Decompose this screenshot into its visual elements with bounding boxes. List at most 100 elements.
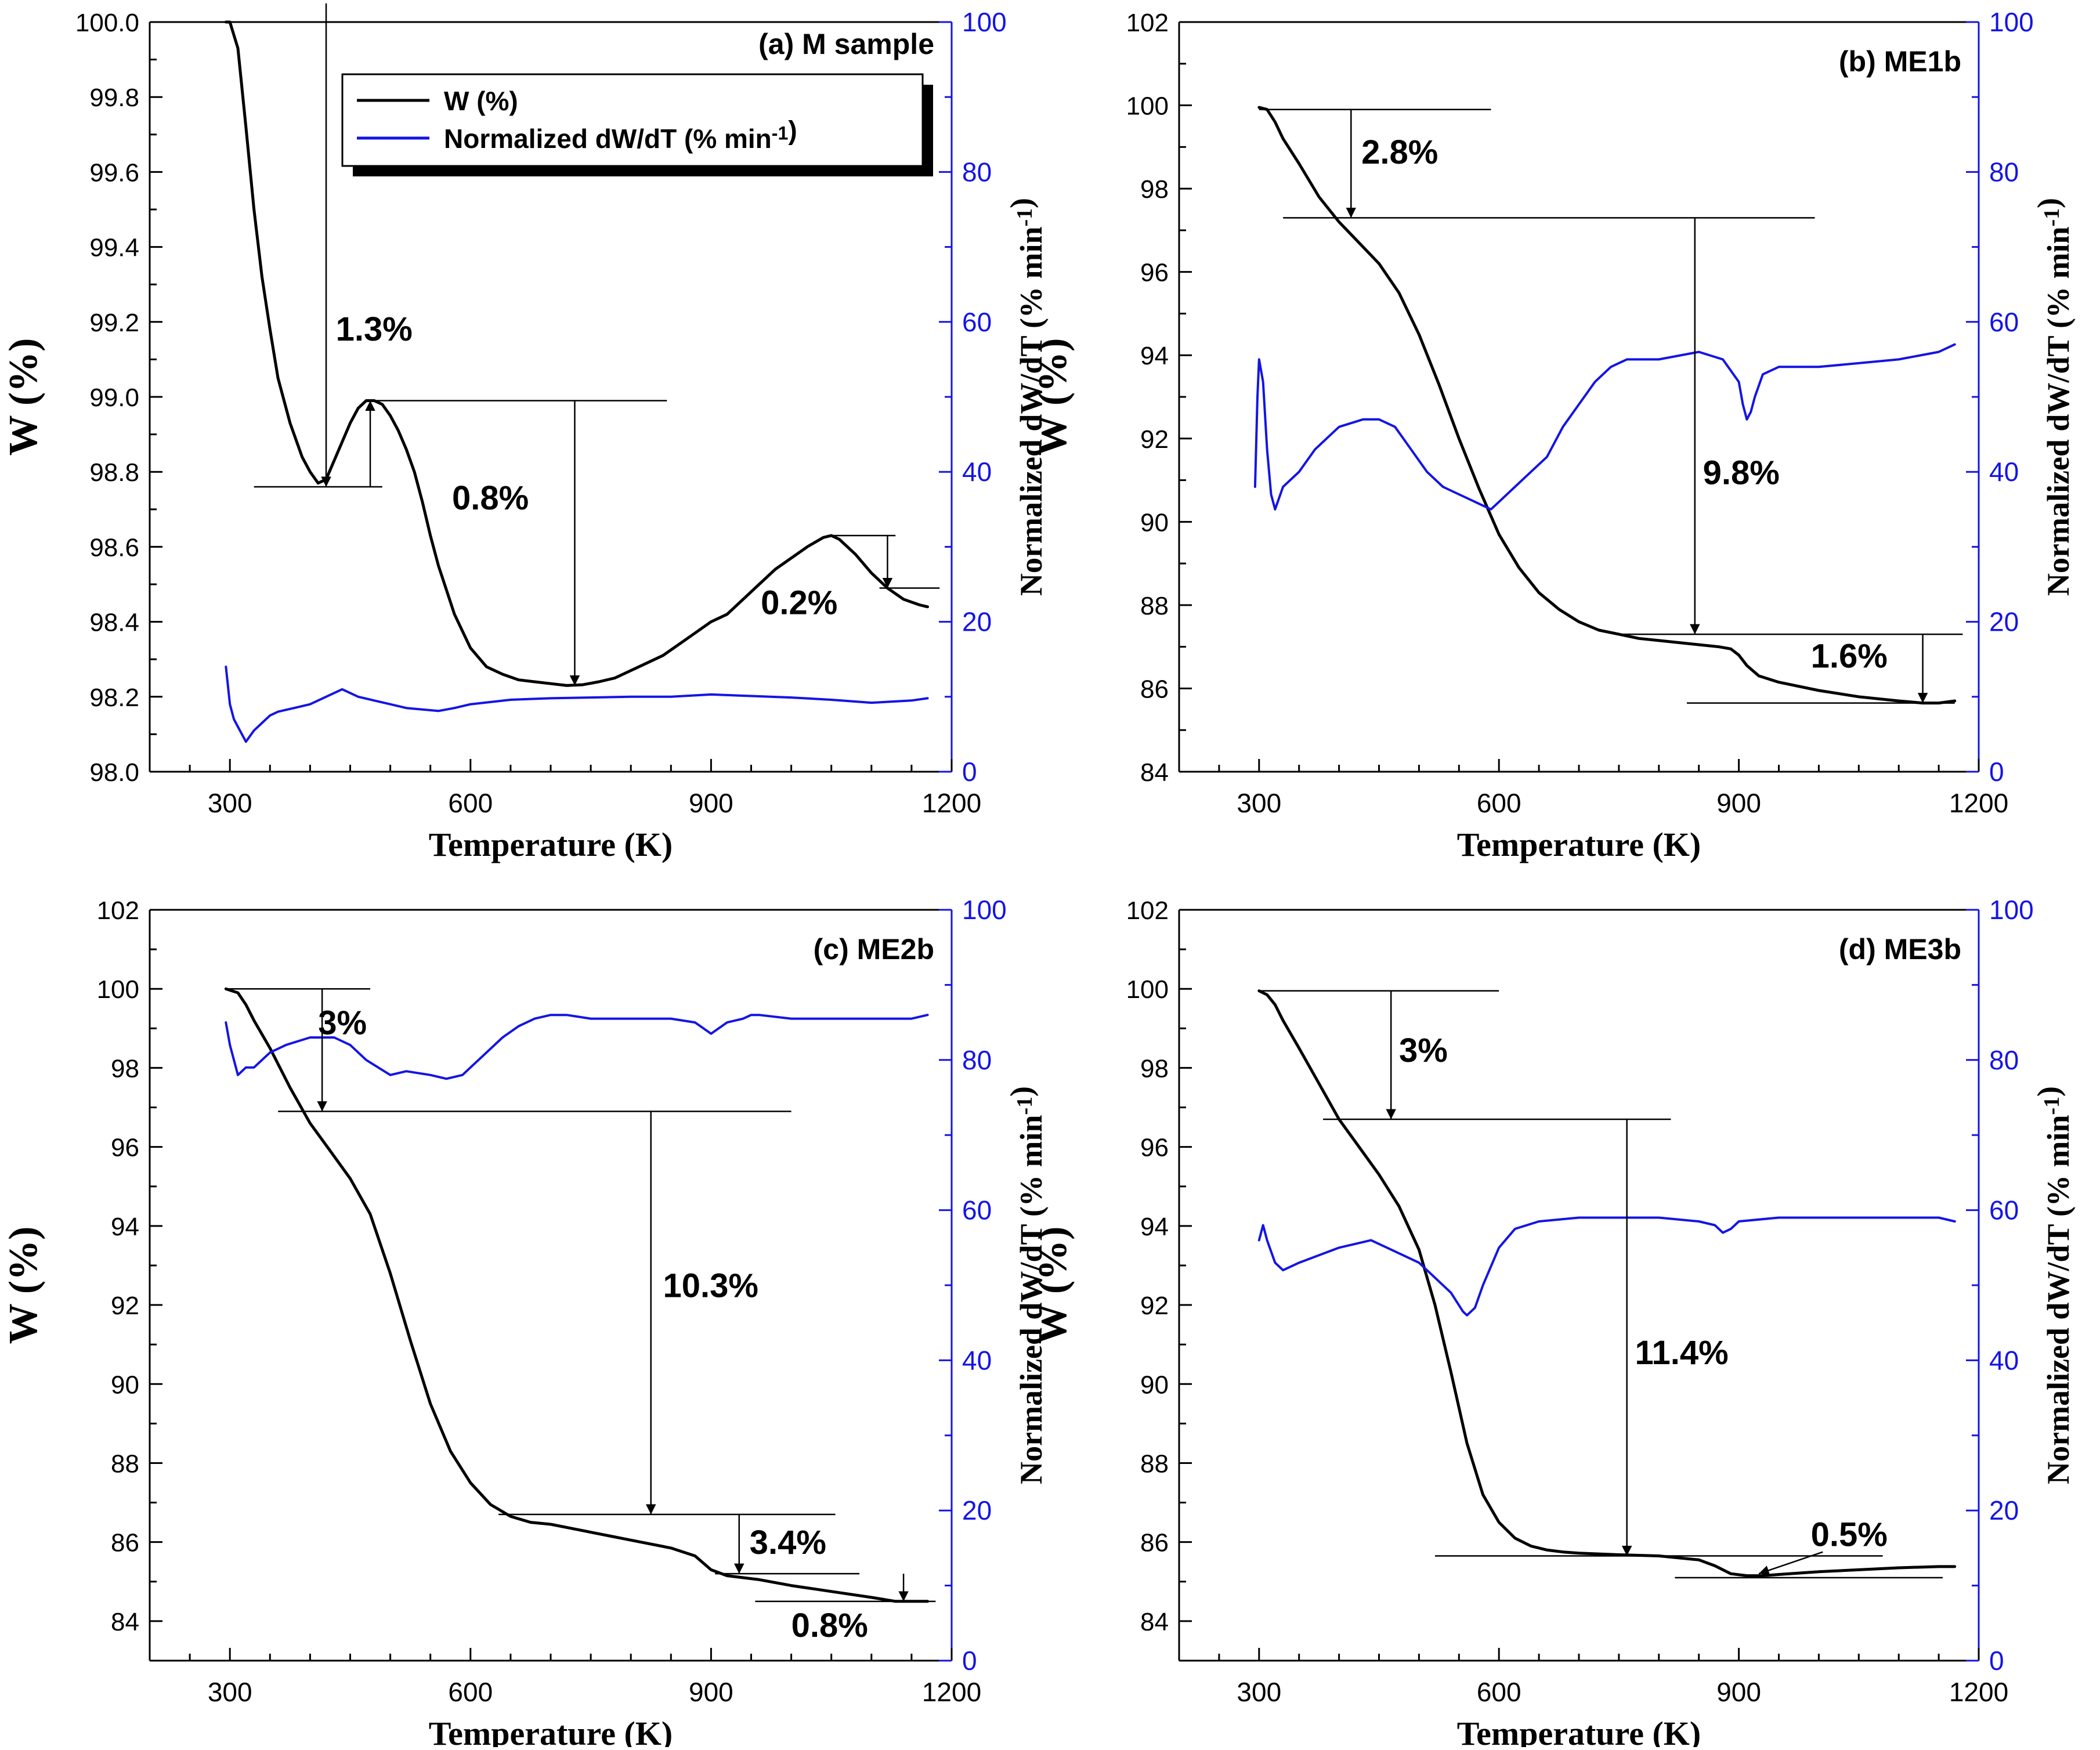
y2-tick-label: 40	[1989, 457, 2019, 487]
y2-axis-title: Normalized dW/dT (% min-1)	[1004, 1086, 1049, 1484]
panel-title: (a) M sample	[758, 28, 934, 60]
y-tick-label: 94	[111, 1213, 139, 1241]
mass-loss-label: 2.8%	[1361, 133, 1438, 171]
y-axis-title: W (%)	[1031, 1227, 1075, 1344]
mass-loss-label: 3%	[318, 1004, 367, 1042]
y-tick-label: 98	[1140, 175, 1169, 204]
x-tick-label: 600	[1477, 1677, 1521, 1707]
y2-axis-title: Normalized dW/dT (% min-1)	[1004, 198, 1049, 596]
weight-series-line	[1257, 989, 1957, 1578]
x-tick-label: 900	[1716, 788, 1761, 818]
y-tick-label: 88	[111, 1449, 139, 1478]
y-tick-label: 100	[1126, 92, 1169, 121]
y-axis-title: W (%)	[1031, 338, 1075, 456]
y2-tick-label: 100	[1989, 7, 2034, 37]
mass-loss-label: 9.8%	[1703, 454, 1780, 492]
y2-axis-title: Normalized dW/dT (% min-1)	[2031, 1086, 2076, 1484]
derivative-series-line	[225, 666, 929, 743]
y-tick-label: 86	[1140, 1529, 1169, 1557]
mass-loss-label: 0.8%	[452, 479, 529, 517]
mass-loss-label: 0.2%	[761, 584, 837, 622]
x-tick-label: 600	[448, 788, 493, 818]
x-tick-label: 900	[1716, 1677, 1761, 1707]
x-tick-label: 1200	[1949, 1677, 2008, 1707]
y-tick-label: 99.6	[89, 158, 139, 187]
weight-series-line	[1257, 106, 1957, 705]
x-axis-title: Temperature (K)	[1457, 826, 1701, 863]
legend-label-deriv: Normalized dW/dT (% min-1)	[444, 115, 797, 154]
y-tick-label: 98.6	[89, 533, 139, 562]
x-tick-label: 900	[689, 788, 733, 818]
y-tick-label: 90	[1140, 1371, 1169, 1399]
y-tick-label: 92	[1140, 1292, 1169, 1320]
y-tick-label: 99.2	[89, 309, 139, 337]
y-tick-label: 102	[97, 896, 139, 925]
y2-tick-label: 60	[1989, 1195, 2019, 1225]
y-tick-label: 98	[1140, 1054, 1169, 1083]
y2-tick-label: 80	[1989, 1045, 2019, 1075]
y2-tick-label: 80	[1989, 157, 2019, 187]
legend-box	[341, 73, 924, 167]
y2-tick-label: 20	[1989, 607, 2019, 637]
y2-axis-title: Normalized dW/dT (% min-1)	[2031, 198, 2076, 596]
y-tick-label: 99.4	[89, 234, 139, 262]
y-tick-label: 100	[97, 975, 139, 1004]
derivative-series-line	[1257, 1216, 1956, 1317]
x-axis-title: Temperature (K)	[429, 826, 673, 863]
y2-tick-label: 40	[962, 457, 992, 487]
y-tick-label: 92	[111, 1292, 139, 1320]
weight-series-line	[224, 987, 929, 1603]
y-tick-label: 98.2	[89, 684, 139, 712]
x-axis-title: Temperature (K)	[429, 1715, 673, 1747]
y2-tick-label: 80	[962, 1045, 992, 1075]
x-tick-label: 300	[208, 1677, 252, 1707]
mass-loss-label: 1.6%	[1811, 638, 1888, 675]
y-tick-label: 86	[1140, 675, 1169, 703]
x-tick-label: 1200	[1949, 788, 2008, 818]
x-tick-label: 900	[689, 1677, 733, 1707]
y-tick-label: 94	[1140, 1213, 1169, 1241]
y2-tick-label: 80	[962, 157, 992, 187]
y2-tick-label: 100	[962, 7, 1007, 37]
y2-tick-label: 0	[962, 757, 977, 787]
y2-tick-label: 0	[962, 1646, 977, 1676]
y-tick-label: 88	[1140, 592, 1169, 620]
mass-loss-label: 3%	[1399, 1032, 1448, 1069]
y-axis-title: W (%)	[1, 338, 46, 456]
y2-tick-label: 0	[1989, 1646, 2004, 1676]
y2-tick-label: 20	[962, 607, 992, 637]
mass-loss-label: 10.3%	[663, 1267, 758, 1304]
x-tick-label: 300	[1237, 788, 1281, 818]
y-tick-label: 86	[111, 1529, 139, 1557]
y-tick-label: 96	[111, 1134, 139, 1162]
derivative-series-line	[225, 1014, 929, 1080]
mass-loss-label: 1.3%	[336, 310, 413, 348]
chart-panel-b: 300 600 900 1200 84 86 88 90 92 94 96 98 100 102 0 20 40…	[1031, 7, 2076, 863]
y2-tick-label: 60	[962, 1195, 992, 1225]
loss-arrow	[1758, 1551, 1823, 1575]
panel-title: (d) ME3b	[1839, 933, 1961, 966]
x-tick-label: 300	[208, 788, 252, 818]
x-tick-label: 1200	[922, 788, 981, 818]
mass-loss-label: 3.4%	[750, 1524, 826, 1561]
y-axis-title: W (%)	[1, 1227, 46, 1344]
y2-tick-label: 40	[1989, 1345, 2019, 1375]
y-tick-label: 100	[1126, 975, 1169, 1004]
y2-tick-label: 40	[962, 1345, 992, 1375]
y-tick-label: 90	[111, 1371, 139, 1399]
y-tick-label: 90	[1140, 508, 1169, 537]
mass-loss-label: 0.8%	[791, 1607, 868, 1644]
x-tick-label: 1200	[922, 1677, 981, 1707]
chart-panel-d: 300 600 900 1200 84 86 88 90 92 94 96 98 100 102 0 20 40…	[1031, 895, 2076, 1750]
y-tick-label: 98	[111, 1054, 139, 1083]
y-tick-label: 84	[1140, 1608, 1169, 1636]
legend: W (%)Normalized dW/dT (% min-1)	[341, 73, 933, 176]
y-tick-label: 96	[1140, 259, 1169, 287]
y-tick-label: 100.0	[75, 9, 139, 37]
panel-title: (b) ME1b	[1839, 45, 1961, 78]
derivative-series-line	[1253, 343, 1956, 511]
y-tick-label: 94	[1140, 342, 1169, 370]
y-tick-label: 92	[1140, 425, 1169, 454]
